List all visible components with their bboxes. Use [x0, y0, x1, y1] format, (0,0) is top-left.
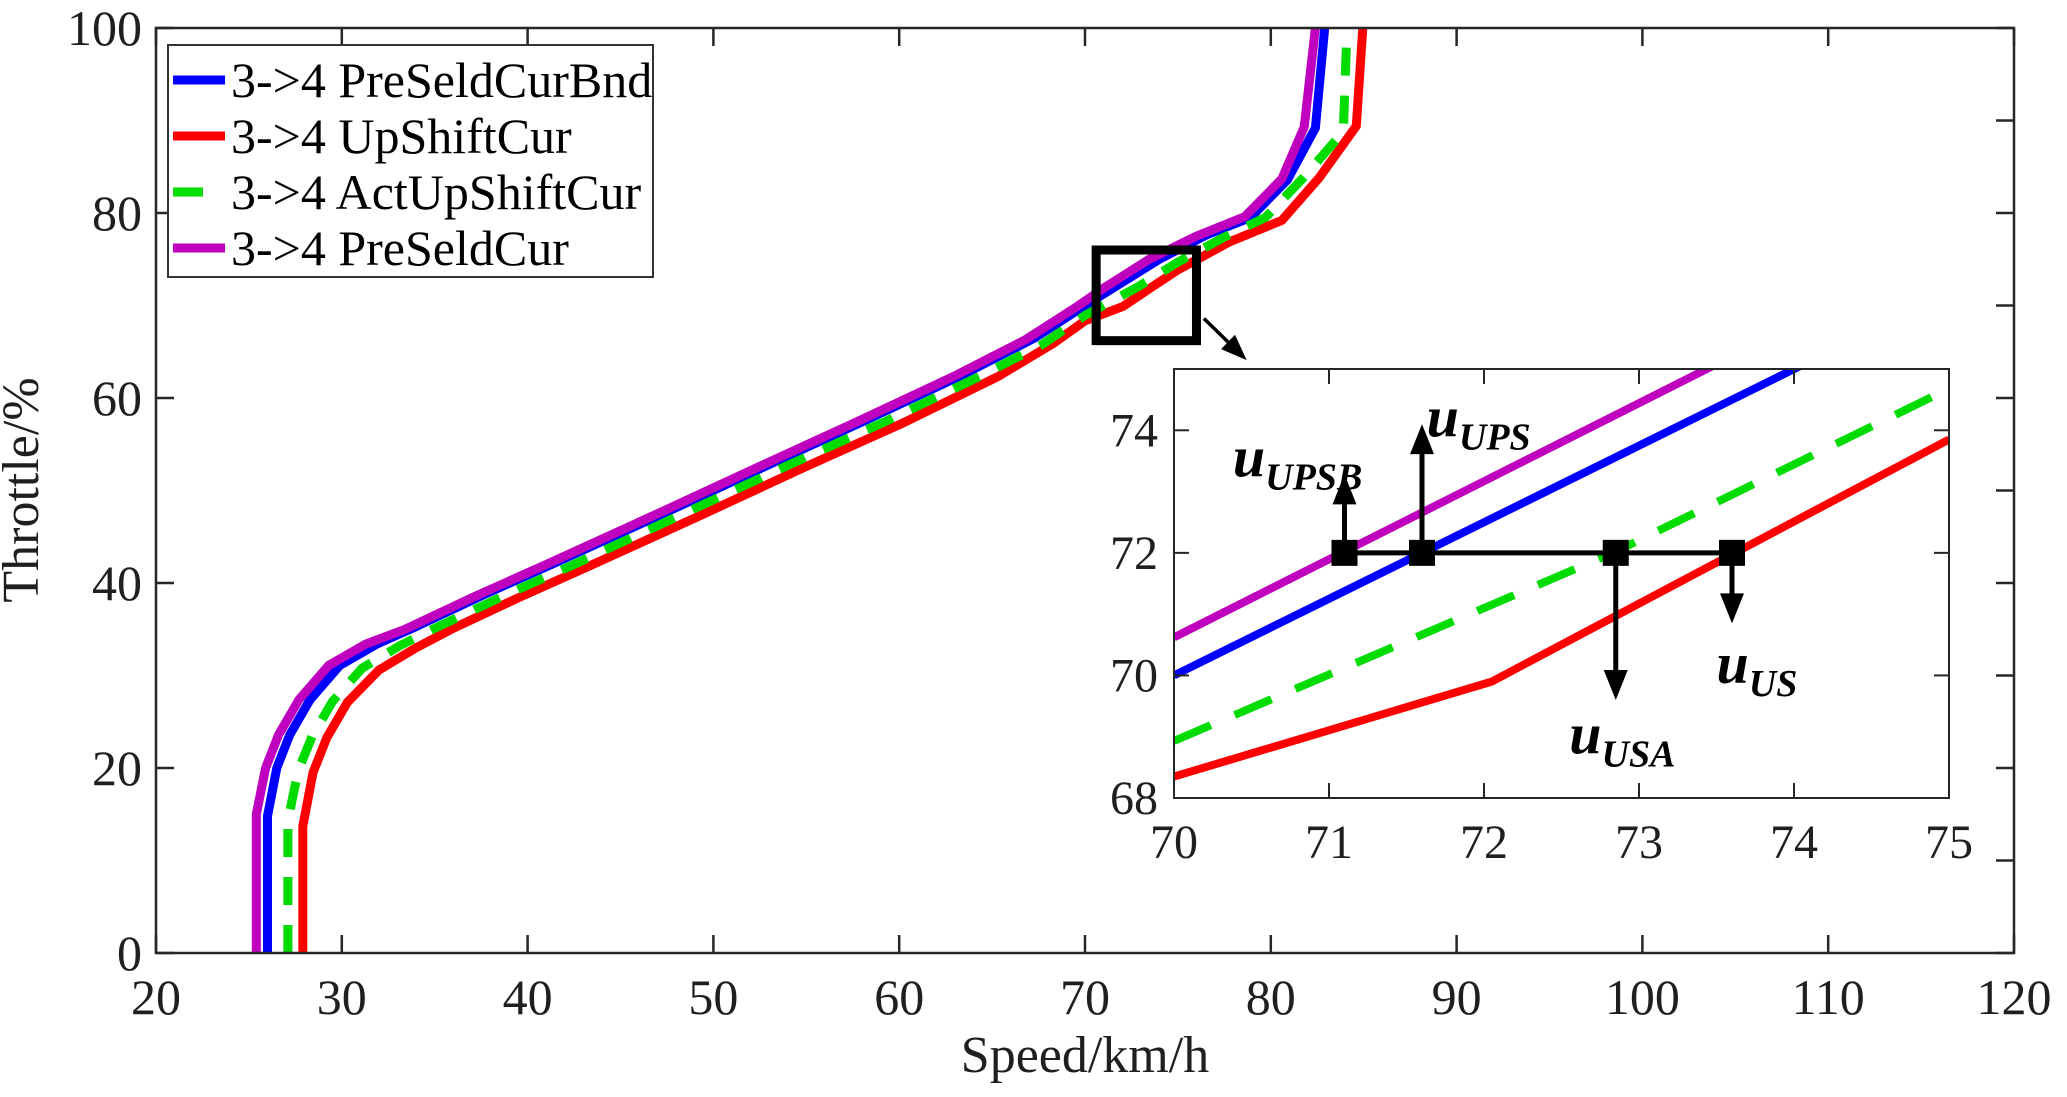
- y-tick-label: 0: [117, 925, 142, 981]
- axes-frame: [154, 26, 2016, 955]
- series-line-3-4-ActUpShiftCur: [283, 28, 1352, 953]
- zoom-source-box: [1091, 245, 1201, 346]
- inset-x-tick-label: 72: [1460, 816, 1508, 869]
- pointer-arrowhead-icon: [1221, 334, 1247, 361]
- inset-series-line-3-4-PreSeldCurBnd: [1174, 369, 1804, 679]
- y-tick-label: 20: [92, 740, 142, 796]
- y-tick-label: 40: [92, 555, 142, 611]
- y-tick-label: 80: [92, 185, 142, 241]
- x-tick-label: 30: [317, 969, 367, 1025]
- legend-label: 3->4 PreSeldCurBnd: [231, 52, 652, 108]
- x-tick-label: 70: [1060, 969, 1110, 1025]
- inset-x-tick-label: 70: [1150, 816, 1198, 869]
- legend-box: [167, 44, 654, 278]
- inset-frame: [1173, 368, 1950, 799]
- annotation-u-US: uUS: [1717, 631, 1798, 705]
- up-arrowhead-icon: [1410, 424, 1434, 455]
- annotation-u-UPS: uUPS: [1427, 384, 1531, 458]
- x-tick-label: 120: [1977, 969, 2052, 1025]
- x-tick-label: 60: [874, 969, 924, 1025]
- inset-x-tick-label: 73: [1615, 816, 1663, 869]
- x-axis-label: Speed/km/h: [961, 1027, 1209, 1084]
- inset-series-line-3-4-UpShiftCur: [1174, 435, 1949, 781]
- inset-y-tick-label: 70: [1110, 649, 1158, 702]
- inset-y-tick-label: 68: [1110, 772, 1158, 825]
- y-tick-label: 100: [67, 0, 142, 56]
- x-tick-label: 50: [688, 969, 738, 1025]
- inset-y-tick-label: 72: [1110, 527, 1158, 580]
- inset-x-tick-label: 71: [1305, 816, 1353, 869]
- x-tick-label: 90: [1432, 969, 1482, 1025]
- inset-x-tick-label: 74: [1770, 816, 1818, 869]
- x-tick-label: 80: [1246, 969, 1296, 1025]
- inset-x-tick-label: 75: [1925, 816, 1973, 869]
- series-line-3-4-PreSeldCur: [251, 28, 1320, 953]
- inset-series-line-3-4-PreSeldCur: [1174, 369, 1716, 641]
- x-tick-label: 40: [503, 969, 553, 1025]
- up-arrowhead-icon: [1332, 474, 1357, 505]
- y-tick-label: 60: [92, 370, 142, 426]
- x-tick-label: 100: [1605, 969, 1680, 1025]
- legend-label: 3->4 UpShiftCur: [231, 108, 572, 164]
- x-tick-label: 20: [131, 969, 181, 1025]
- down-arrowhead-icon: [1603, 669, 1628, 700]
- inset-y-tick-label: 74: [1110, 404, 1158, 457]
- down-arrowhead-icon: [1720, 593, 1744, 624]
- inset-plot-area: [1174, 369, 1949, 798]
- y-axis-label: Throttle/%: [0, 377, 50, 602]
- x-tick-label: 110: [1792, 969, 1865, 1025]
- series-line-3-4-UpShiftCur: [298, 28, 1368, 953]
- annotation-u-UPSB: uUPSB: [1233, 424, 1362, 498]
- legend-label: 3->4 PreSeldCur: [231, 220, 569, 276]
- annotation-u-USA: uUSA: [1569, 701, 1675, 775]
- legend-label: 3->4 ActUpShiftCur: [231, 164, 641, 220]
